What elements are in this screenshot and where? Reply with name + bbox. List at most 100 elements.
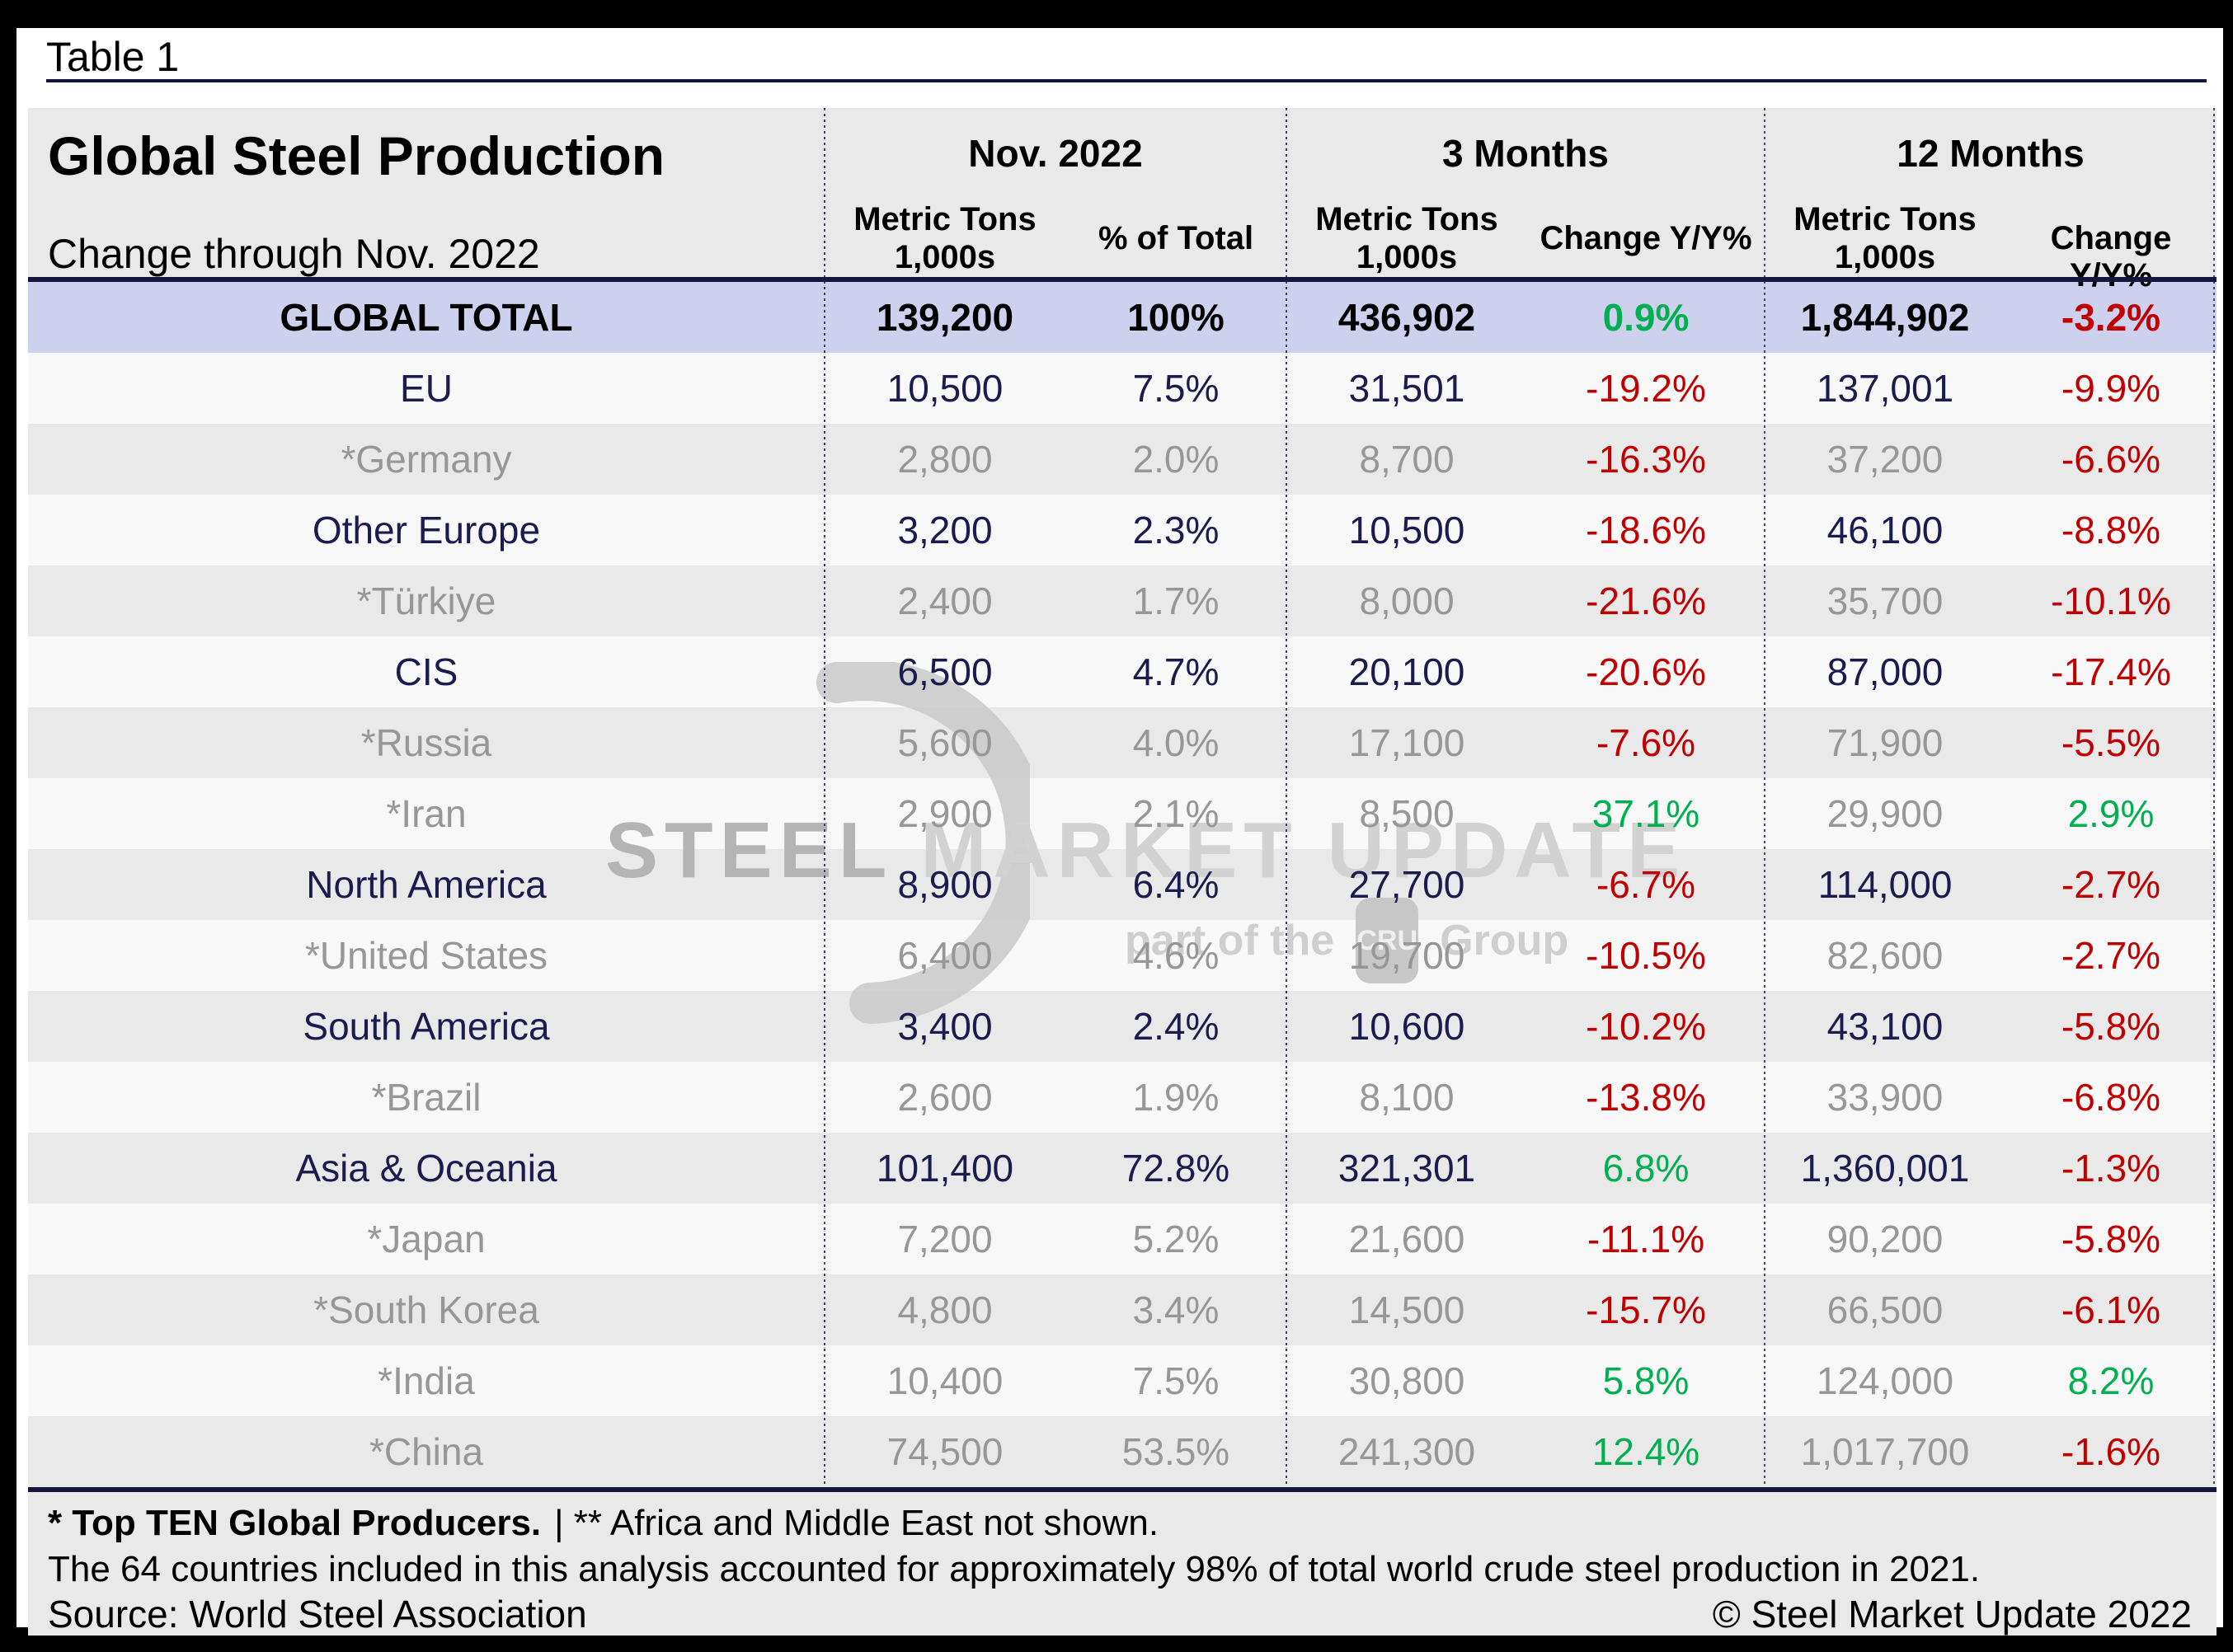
source-label: Source: World Steel Association [48,1593,587,1636]
table-row: *Brazil 2,600 1.9% 8,100 -13.8% 33,900 -6.8% [28,1062,2217,1133]
row-value: 2.0% [1132,438,1220,481]
row-value: -21.6% [1586,580,1706,622]
row-value: 7.5% [1132,367,1220,410]
row-value: 82,600 [1826,934,1944,977]
row-value: 6,400 [897,934,993,977]
table-subtitle: Change through Nov. 2022 [48,231,540,277]
row-value: 37.1% [1591,792,1700,835]
table-row: *Germany 2,800 2.0% 8,700 -16.3% 37,200 -6.6% [28,424,2217,495]
table-row: *Japan 7,200 5.2% 21,600 -11.1% 90,200 -5.8% [28,1204,2217,1274]
table-row: *United States 6,400 4.6% 19,700 -10.5% 82,60… [28,920,2217,991]
row-value: -5.8% [2061,1218,2161,1260]
row-value: 27,700 [1348,863,1465,906]
row-label: *Türkiye [356,580,496,622]
table-row: EU 10,500 7.5% 31,501 -19.2% 137,001 -9.9% [28,353,2217,424]
row-value: -6.8% [2061,1076,2161,1119]
row-value: -11.1% [1587,1218,1705,1260]
row-value: 8,500 [1359,792,1455,835]
row-value: 31,501 [1348,367,1465,410]
row-value: -6.1% [2061,1288,2161,1331]
row-value: 2.3% [1132,509,1220,551]
table-row: *Iran 2,900 2.1% 8,500 37.1% 29,900 2.9% [28,778,2217,849]
row-value: 14,500 [1348,1288,1465,1331]
col-header-line: Metric Tons [853,201,1037,237]
row-value: 101,400 [876,1147,1014,1190]
row-label: Asia & Oceania [295,1147,557,1190]
row-label: North America [306,863,547,906]
row-label: *China [369,1430,484,1473]
header-rule [28,277,2217,282]
table-tag: Table 1 [46,34,180,80]
row-value: 8.2% [2067,1359,2155,1402]
row-value: -20.6% [1586,650,1706,693]
row-value: 66,500 [1826,1288,1944,1331]
row-label: CIS [394,650,458,693]
col-header-line: Metric Tons [1315,201,1498,237]
row-value: 1,844,902 [1800,296,1970,339]
row-value: 8,100 [1359,1076,1455,1119]
col-header-change-yy-12mo: Change Y/Y% [2050,220,2172,293]
footnote-line-1: * Top TEN Global Producers. | ** Africa a… [48,1503,1159,1544]
col-group-12-months: 12 Months [1897,132,2085,175]
row-label: *India [378,1359,475,1402]
table-row: CIS 6,500 4.7% 20,100 -20.6% 87,000 -17.4% [28,636,2217,707]
row-value: 37,200 [1826,438,1944,481]
row-value: 5.2% [1132,1218,1220,1260]
row-value: 20,100 [1348,650,1465,693]
col-header-metric-tons-2: Metric Tons 1,000s [1286,200,1527,276]
row-label: GLOBAL TOTAL [280,296,573,339]
row-value: 1,017,700 [1800,1430,1970,1473]
row-value: -10.5% [1586,934,1706,977]
column-separator [824,108,825,1487]
column-separator [2213,108,2215,1487]
col-header-pct-of-total: % of Total [1098,220,1254,256]
col-group-3-months: 3 Months [1442,132,1609,175]
row-value: -5.8% [2061,1005,2161,1048]
row-value: 10,400 [886,1359,1004,1402]
row-value: -3.2% [2061,296,2161,339]
footnote-producers: * Top TEN Global Producers. [48,1503,542,1543]
row-value: 1.9% [1132,1076,1220,1119]
row-value: -2.7% [2061,934,2161,977]
row-value: 10,500 [886,367,1004,410]
row-value: -8.8% [2061,509,2161,551]
table-row: *South Korea 4,800 3.4% 14,500 -15.7% 66,500 -… [28,1274,2217,1345]
row-value: 87,000 [1826,650,1944,693]
row-value: 46,100 [1826,509,1944,551]
row-value: 72.8% [1121,1147,1230,1190]
row-value: 4,800 [897,1288,993,1331]
row-label: Other Europe [312,509,541,551]
row-label: *Brazil [371,1076,482,1119]
row-value: 12.4% [1591,1430,1700,1473]
row-value: 5,600 [897,721,993,764]
row-value: 124,000 [1816,1359,1954,1402]
row-value: 6,500 [897,650,993,693]
row-value: 29,900 [1826,792,1944,835]
table-row: *Russia 5,600 4.0% 17,100 -7.6% 71,900 -5.5% [28,707,2217,778]
row-value: 7.5% [1132,1359,1220,1402]
row-value: -1.6% [2061,1430,2161,1473]
row-value: -1.3% [2061,1147,2161,1190]
row-value: 30,800 [1348,1359,1465,1402]
row-value: 139,200 [876,296,1014,339]
row-value: 33,900 [1826,1076,1944,1119]
row-value: 8,700 [1359,438,1455,481]
table-title: Global Steel Production [48,125,665,186]
footnote-line-2: The 64 countries included in this analys… [48,1549,1981,1589]
footnote-africa: | ** Africa and Middle East not shown. [554,1503,1159,1543]
row-value: 2.9% [2067,792,2155,835]
row-value: 8,900 [897,863,993,906]
table-row: South America 3,400 2.4% 10,600 -10.2% 43,100… [28,991,2217,1062]
row-value: 74,500 [886,1430,1004,1473]
row-value: 35,700 [1826,580,1944,622]
table-row: *Türkiye 2,400 1.7% 8,000 -21.6% 35,700 -10.1% [28,566,2217,636]
row-value: 7,200 [897,1218,993,1260]
row-label: *Russia [360,721,492,764]
row-value: 2.4% [1132,1005,1220,1048]
row-label: South America [303,1005,550,1048]
row-value: -10.2% [1586,1005,1706,1048]
row-value: 0.9% [1602,296,1690,339]
row-value: 2,800 [897,438,993,481]
row-value: 3,200 [897,509,993,551]
